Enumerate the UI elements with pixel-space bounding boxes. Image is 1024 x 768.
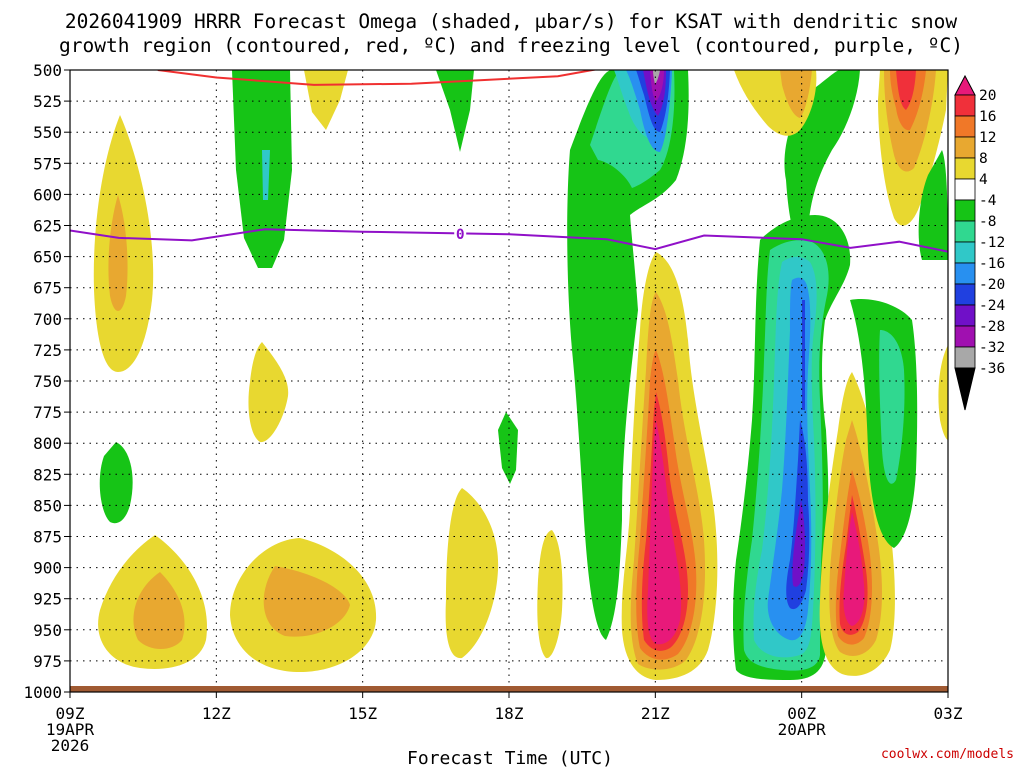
colorbar-label: -12 [979, 235, 1005, 251]
omega-area [263, 566, 350, 637]
y-tick-label: 825 [33, 465, 62, 484]
y-tick-label: 500 [33, 61, 62, 80]
omega-area [99, 442, 133, 524]
y-tick-label: 525 [33, 92, 62, 111]
colorbar-swatch [954, 241, 976, 264]
colorbar-label: -28 [979, 319, 1005, 335]
x-tick-label: 03Z [934, 704, 963, 723]
colorbar-label: -24 [979, 298, 1005, 314]
colorbar-label: 20 [979, 88, 996, 104]
colorbar-label: 12 [979, 130, 996, 146]
colorbar-top-arrow [954, 74, 976, 96]
colorbar-swatch [954, 325, 976, 348]
colorbar-label: -36 [979, 361, 1005, 377]
y-tick-label: 850 [33, 496, 62, 515]
omega-area [647, 420, 682, 645]
colorbar-swatch [954, 346, 976, 369]
x-axis-label: Forecast Time (UTC) [407, 748, 613, 768]
y-tick-label: 925 [33, 590, 62, 609]
omega-area [567, 70, 689, 640]
y-tick-label: 975 [33, 652, 62, 671]
chart-title-line2: growth region (contoured, red, ºC) and f… [59, 34, 963, 57]
y-tick-label: 875 [33, 528, 62, 547]
surface-terrain [70, 686, 948, 692]
colorbar-label: -16 [979, 256, 1005, 272]
y-tick-label: 725 [33, 341, 62, 360]
colorbar: 20 16 12 8 4 -4 -8 -12 -16 -20 -24 -28 -32 -36 [954, 74, 1005, 411]
omega-area [498, 412, 518, 484]
y-tick-label: 575 [33, 154, 62, 173]
freezing-level-label-bg [454, 226, 467, 243]
y-tick-label: 800 [33, 434, 62, 453]
x-tick-year-label: 2026 [51, 736, 90, 755]
chart-title-line1: 2026041909 HRRR Forecast Omega (shaded, … [65, 10, 957, 33]
y-tick-label: 900 [33, 559, 62, 578]
colorbar-label: 16 [979, 109, 996, 125]
y-tick-label: 600 [33, 185, 62, 204]
omega-area [879, 330, 905, 484]
colorbar-label: -8 [979, 214, 996, 230]
omega-area [445, 488, 499, 659]
y-tick-label: 700 [33, 310, 62, 329]
watermark: coolwx.com/models [881, 747, 1014, 762]
colorbar-bottom-arrow [954, 367, 976, 411]
contour-layer: 0 [70, 70, 948, 253]
colorbar-label: 8 [979, 151, 988, 167]
colorbar-swatch [954, 136, 976, 159]
y-tick-label: 775 [33, 403, 62, 422]
y-tick-label: 650 [33, 248, 62, 267]
x-tick-date-label: 19APR [46, 720, 95, 739]
y-tick-label: 625 [33, 217, 62, 236]
colorbar-label: -32 [979, 340, 1005, 356]
colorbar-swatch [954, 283, 976, 306]
colorbar-swatch [954, 94, 976, 117]
omega-area [938, 345, 948, 440]
omega-area [653, 70, 660, 84]
omega-area [108, 195, 128, 311]
x-tick-date-label: 20APR [778, 720, 827, 739]
y-tick-label: 1000 [23, 683, 62, 702]
x-tick-label: 12Z [202, 704, 231, 723]
x-tick-label: 18Z [495, 704, 524, 723]
omega-area [262, 150, 270, 200]
omega-area [232, 70, 292, 268]
omega-area [918, 150, 948, 260]
colorbar-swatch [954, 304, 976, 327]
colorbar-label: -4 [979, 193, 997, 209]
colorbar-swatch [954, 157, 976, 180]
dgz-contour-line [157, 70, 599, 86]
omega-area [650, 70, 664, 102]
y-tick-label: 675 [33, 279, 62, 298]
omega-area [248, 342, 289, 443]
freezing-level-line [70, 228, 948, 253]
colorbar-label: -20 [979, 277, 1005, 293]
omega-shading [93, 70, 948, 680]
colorbar-swatch [954, 262, 976, 285]
colorbar-swatch [954, 115, 976, 138]
y-tick-label: 950 [33, 621, 62, 640]
colorbar-swatch [954, 220, 976, 243]
omega-area [436, 70, 474, 152]
x-tick-label: 15Z [348, 704, 377, 723]
x-tick-label: 00Z [787, 704, 816, 723]
omega-area [537, 530, 563, 659]
omega-area [896, 70, 916, 110]
colorbar-label: 4 [979, 172, 988, 188]
y-tick-label: 750 [33, 372, 62, 391]
omega-area [133, 572, 185, 649]
y-tick-label: 550 [33, 123, 62, 142]
omega-area [780, 70, 812, 118]
x-tick-label: 21Z [641, 704, 670, 723]
omega-area [843, 512, 865, 626]
freezing-level-label: 0 [456, 227, 465, 243]
colorbar-swatch [954, 178, 976, 201]
colorbar-swatch [954, 199, 976, 222]
omega-area [802, 300, 805, 410]
x-tick-label: 09Z [56, 704, 85, 723]
y-axis: 500 525 550 575 600 625 650 675 700 725 750 775 800 8… [23, 61, 70, 702]
